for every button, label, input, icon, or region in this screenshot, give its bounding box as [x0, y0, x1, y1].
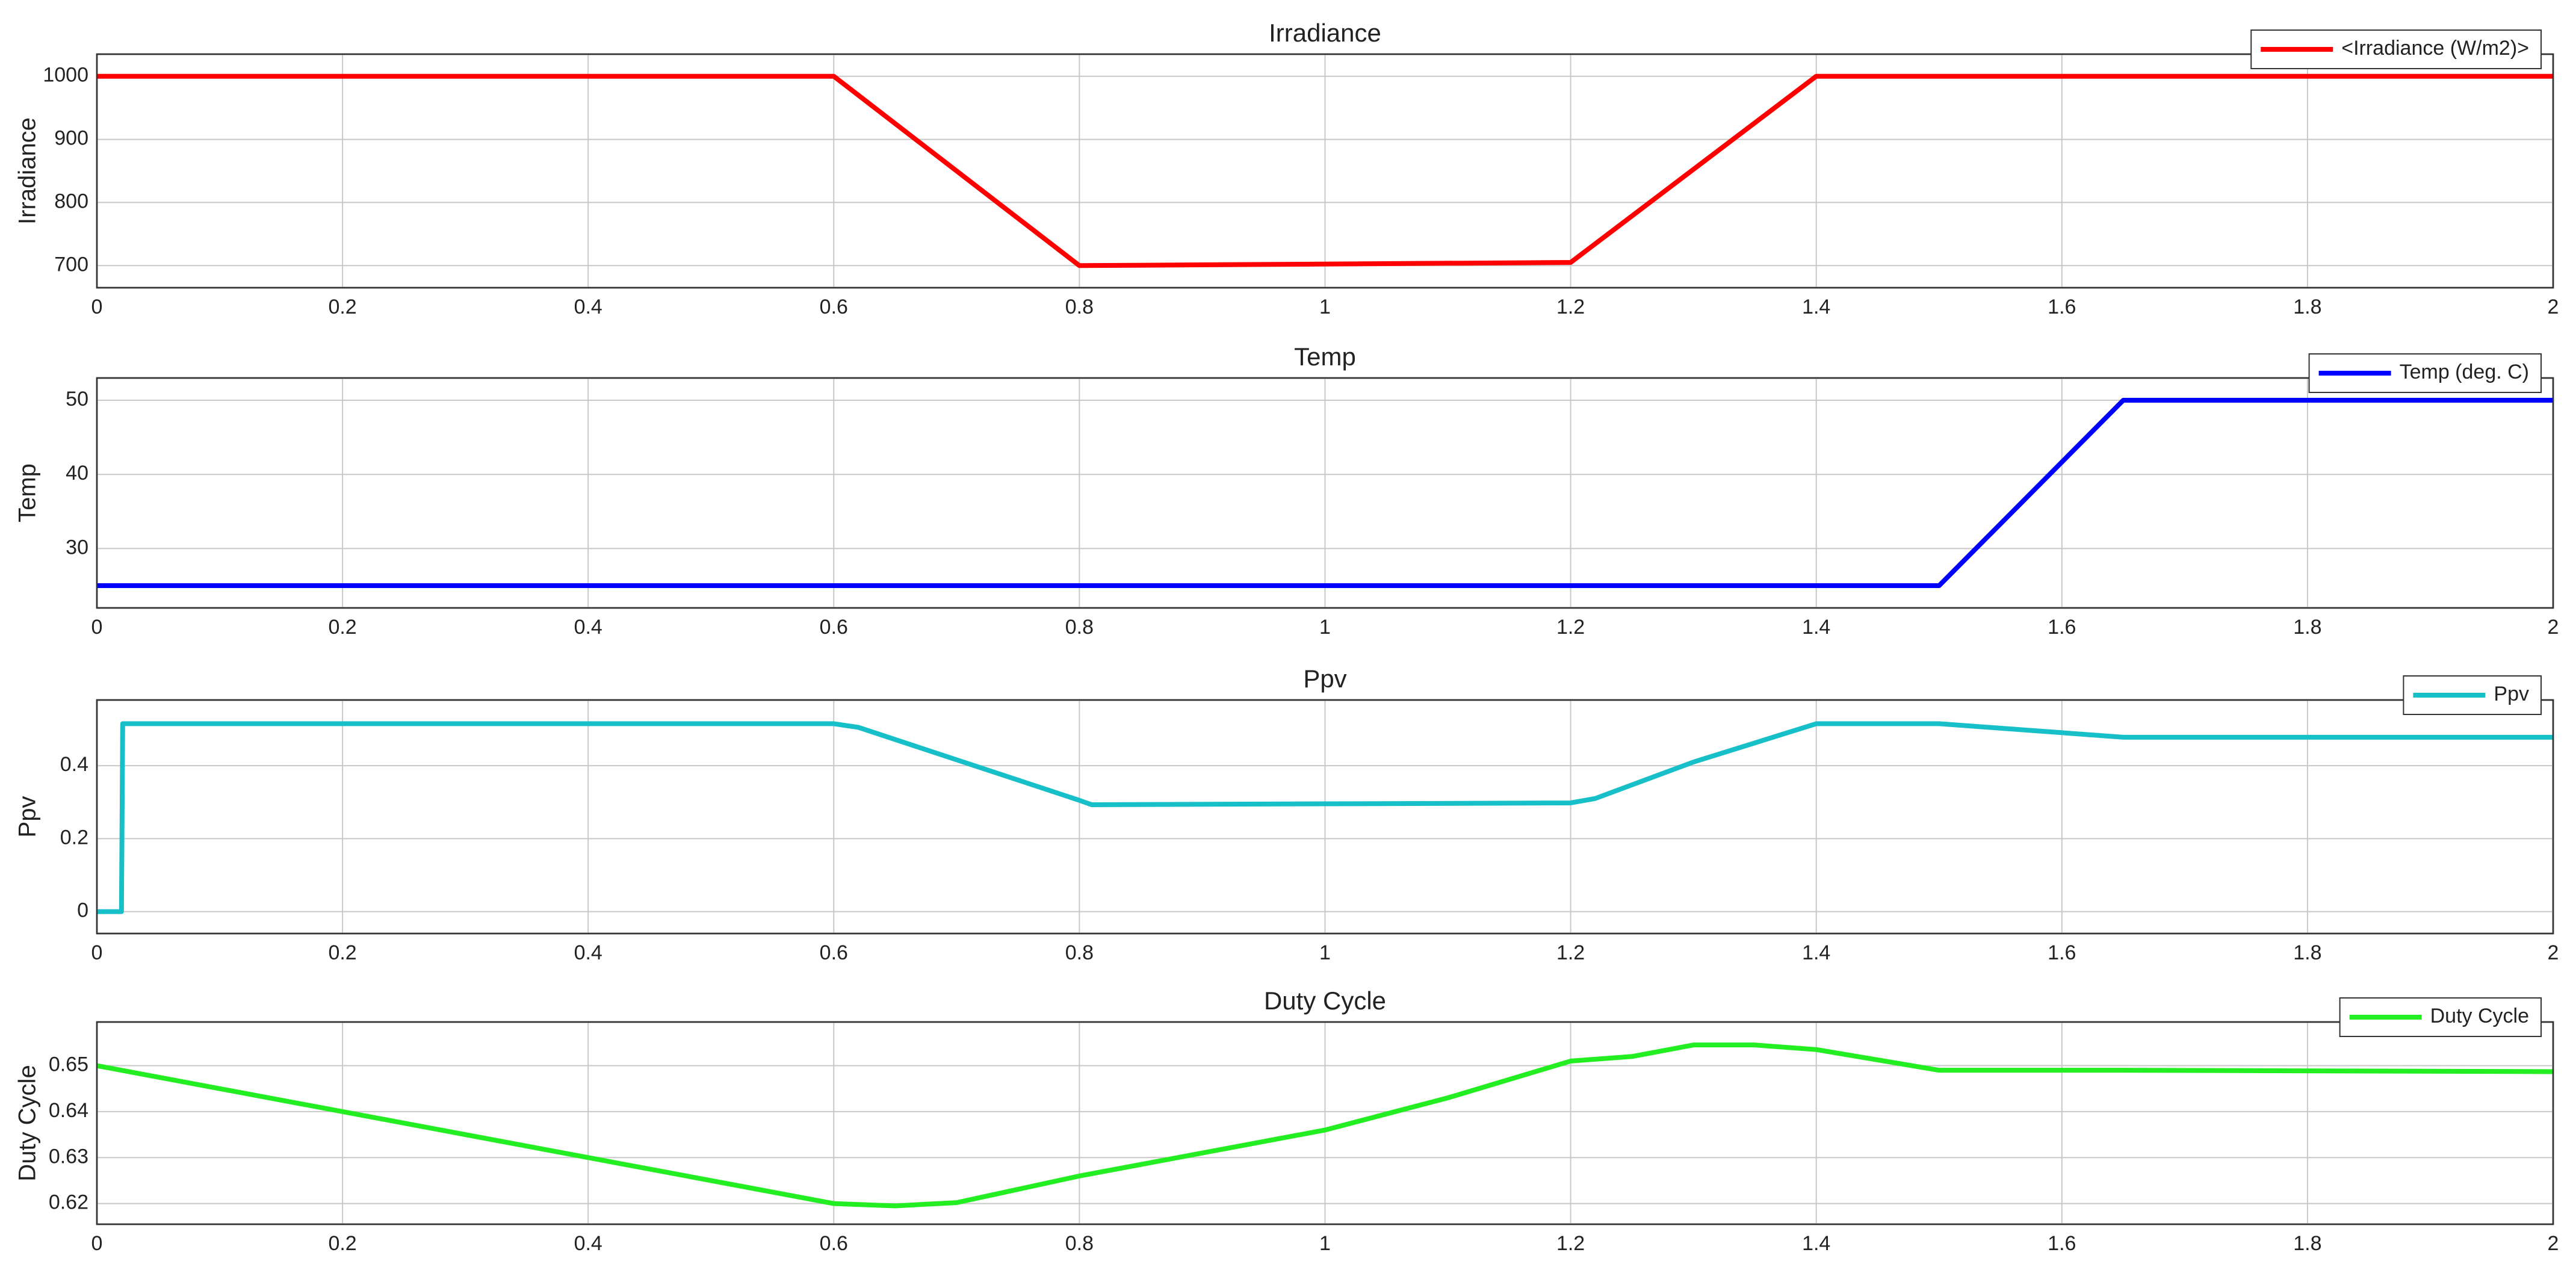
x-tick-label: 0.8 [1065, 1232, 1094, 1255]
x-tick-label: 0.4 [574, 941, 602, 964]
plot-frame [96, 53, 2554, 289]
x-tick-label: 1 [1319, 941, 1331, 964]
x-tick-label: 0.4 [574, 616, 602, 639]
legend: Ppv [2403, 675, 2542, 715]
x-tick-label: 0.6 [820, 1232, 848, 1255]
y-tick-label: 50 [66, 388, 88, 410]
y-axis-label: Duty Cycle [14, 1065, 41, 1181]
y-tick-label: 30 [66, 536, 88, 559]
x-tick-label: 1.8 [2293, 941, 2321, 964]
x-tick-label: 0.2 [328, 941, 356, 964]
x-tick-label: 0.8 [1065, 941, 1094, 964]
y-tick-label: 0 [77, 899, 88, 922]
y-tick-label: 0.4 [60, 753, 88, 776]
x-tick-label: 1.8 [2293, 1232, 2321, 1255]
x-tick-label: 0 [91, 1232, 103, 1255]
legend-label: <Irradiance (W/m2)> [2341, 37, 2529, 60]
legend-box [2250, 29, 2542, 69]
x-tick-label: 0 [91, 296, 103, 318]
legend: Temp (deg. C) [2308, 353, 2542, 393]
x-tick-label: 1.2 [1556, 941, 1585, 964]
y-tick-label: 0.64 [49, 1099, 88, 1122]
x-tick-label: 0.2 [328, 1232, 356, 1255]
chart-title: Temp [1294, 342, 1356, 371]
x-tick-label: 0.6 [820, 941, 848, 964]
y-tick-label: 0.62 [49, 1191, 88, 1214]
chart-title: Irradiance [1269, 19, 1381, 47]
y-tick-label: 0.2 [60, 826, 88, 849]
legend: <Irradiance (W/m2)> [2250, 29, 2542, 69]
y-tick-label: 1000 [43, 64, 88, 87]
x-tick-label: 2 [2548, 941, 2559, 964]
x-tick-label: 1.4 [1802, 296, 1830, 318]
x-tick-label: 0 [91, 941, 103, 964]
legend-label: Ppv [2494, 683, 2529, 705]
x-tick-label: 1.8 [2293, 616, 2321, 639]
legend-label: Duty Cycle [2430, 1005, 2529, 1027]
x-tick-label: 0.6 [820, 296, 848, 318]
x-tick-label: 1.6 [2048, 296, 2076, 318]
x-tick-label: 0 [91, 616, 103, 639]
x-tick-label: 1.2 [1556, 296, 1585, 318]
x-tick-label: 1.2 [1556, 616, 1585, 639]
chart-title: Ppv [1303, 664, 1346, 693]
x-tick-label: 1.4 [1802, 1232, 1830, 1255]
x-tick-label: 1 [1319, 616, 1331, 639]
x-tick-label: 2 [2548, 296, 2559, 318]
x-tick-label: 0.2 [328, 296, 356, 318]
x-tick-label: 1.6 [2048, 941, 2076, 964]
chart-title: Duty Cycle [1264, 986, 1386, 1015]
x-tick-label: 0.8 [1065, 616, 1094, 639]
legend: Duty Cycle [2339, 997, 2542, 1037]
x-tick-label: 1 [1319, 1232, 1331, 1255]
x-tick-label: 1.4 [1802, 941, 1830, 964]
x-tick-label: 2 [2548, 616, 2559, 639]
data-line [97, 73, 2553, 268]
plot-frame [96, 377, 2554, 609]
x-tick-label: 0.4 [574, 1232, 602, 1255]
y-tick-label: 40 [66, 462, 88, 485]
data-line [96, 1042, 2554, 1209]
x-tick-label: 0.6 [820, 616, 848, 639]
y-tick-label: 0.63 [49, 1145, 88, 1168]
x-tick-label: 0.8 [1065, 296, 1094, 318]
x-tick-label: 1.4 [1802, 616, 1830, 639]
y-tick-label: 700 [54, 253, 88, 276]
plot-frame [96, 699, 2554, 935]
x-tick-label: 1.8 [2293, 296, 2321, 318]
y-axis-label: Irradiance [14, 117, 41, 225]
plot-frame [96, 1021, 2554, 1225]
y-axis-label: Ppv [14, 796, 41, 838]
y-tick-label: 900 [54, 127, 88, 150]
legend-label: Temp (deg. C) [2400, 361, 2529, 383]
data-line [97, 397, 2553, 589]
x-tick-label: 0.4 [574, 296, 602, 318]
x-tick-label: 1.2 [1556, 1232, 1585, 1255]
x-tick-label: 1.6 [2048, 616, 2076, 639]
x-tick-label: 1.6 [2048, 1232, 2076, 1255]
x-tick-label: 0.2 [328, 616, 356, 639]
y-tick-label: 800 [54, 190, 88, 212]
x-tick-label: 1 [1319, 296, 1331, 318]
y-axis-label: Temp [14, 463, 41, 522]
data-line [97, 721, 2553, 914]
x-tick-label: 2 [2548, 1232, 2559, 1255]
y-tick-label: 0.65 [49, 1053, 88, 1076]
